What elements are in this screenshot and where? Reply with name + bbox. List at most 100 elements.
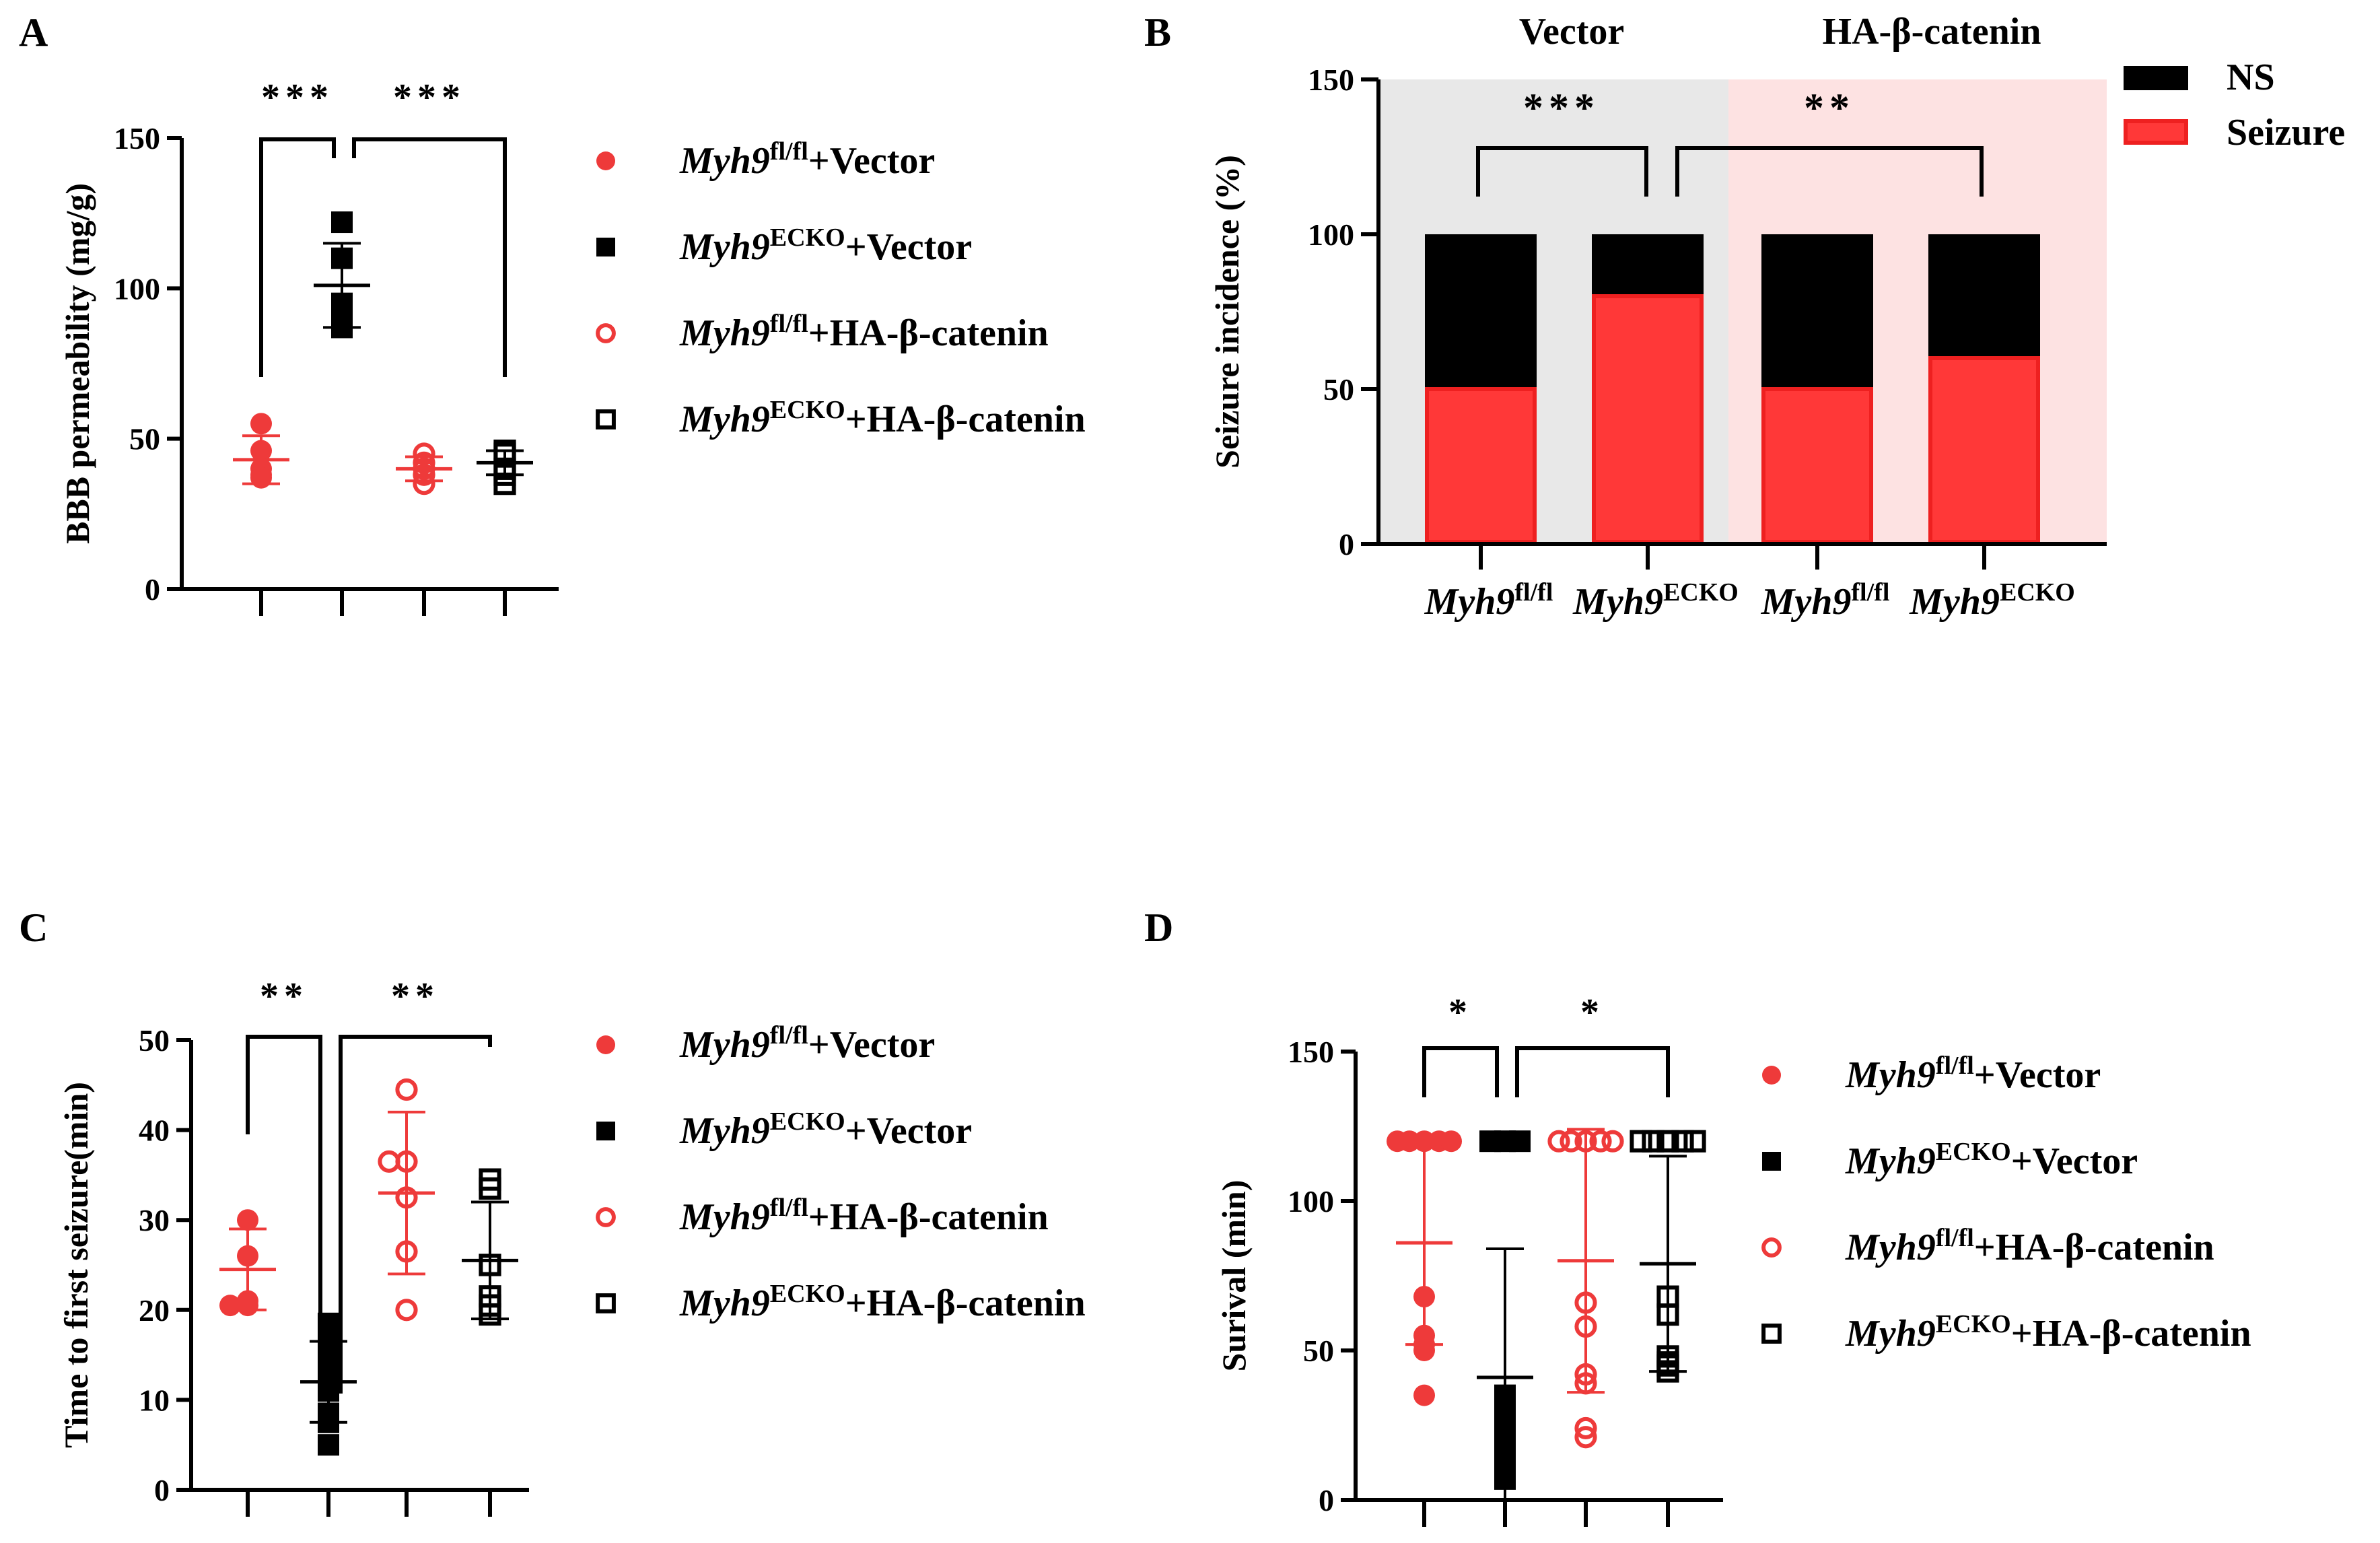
legend-label: Myh9fl/fl+HA-β-catenin	[679, 1194, 1049, 1238]
section-label-vector: Vector	[1519, 11, 1625, 53]
legend-label: Myh9fl/fl+HA-β-catenin	[679, 310, 1049, 354]
legend-marker	[596, 151, 615, 170]
data-point	[413, 473, 435, 495]
gene-name: Myh9	[679, 1024, 770, 1066]
genotype-superscript: ECKO	[770, 1107, 845, 1136]
genotype-superscript: fl/fl	[1851, 578, 1889, 607]
genotype-superscript: ECKO	[1663, 578, 1739, 607]
y-tick-label: 0	[1339, 527, 1354, 561]
data-point	[1656, 1130, 1679, 1153]
data-point	[1656, 1303, 1679, 1326]
data-point	[331, 247, 353, 269]
significance-bracket	[1476, 146, 1648, 197]
bar-ns	[1761, 234, 1873, 389]
treatment-label: +Vector	[1974, 1054, 2101, 1096]
legend-marker	[596, 323, 616, 343]
genotype-superscript: ECKO	[770, 396, 845, 424]
significance-label: **	[1804, 85, 1855, 130]
data-point	[1413, 1340, 1435, 1361]
y-tick-label: 150	[1288, 1035, 1334, 1069]
bar-ns	[1425, 234, 1537, 389]
data-point	[237, 1209, 258, 1231]
data-point	[1574, 1426, 1597, 1449]
y-axis-label: BBB permeability (mg/g)	[59, 183, 96, 544]
data-point	[1547, 1130, 1570, 1153]
gene-name: Myh9	[1761, 581, 1852, 623]
genotype-superscript: fl/fl	[770, 1194, 808, 1222]
data-point	[413, 442, 435, 465]
legend-label: Myh9ECKO+Vector	[679, 1107, 972, 1152]
panel-label: A	[19, 10, 48, 55]
gene-name: Myh9	[1424, 581, 1515, 623]
data-point	[1413, 1384, 1435, 1406]
data-point	[1574, 1363, 1597, 1386]
y-tick-label: 50	[1323, 372, 1354, 407]
data-point	[1574, 1291, 1597, 1314]
panel-label: C	[19, 905, 48, 950]
genotype-superscript: fl/fl	[1514, 578, 1553, 607]
gene-name: Myh9	[1845, 1227, 1936, 1268]
treatment-label: +Vector	[808, 1024, 935, 1066]
panel-a: A BBB permeability (mg/g) 0 50 100 150 *** *** M…	[19, 10, 1086, 616]
treatment-label: +Vector	[808, 140, 935, 182]
significance-bracket	[259, 137, 336, 377]
data-point	[318, 1411, 339, 1433]
gene-name: Myh9	[679, 1196, 770, 1238]
y-tick-label: 100	[114, 271, 160, 306]
data-point	[395, 1078, 418, 1101]
treatment-label: +HA-β-catenin	[1974, 1227, 2214, 1268]
gene-name: Myh9	[679, 140, 770, 182]
data-point	[1683, 1130, 1706, 1153]
data-point	[250, 413, 272, 435]
data-point	[1642, 1130, 1665, 1153]
genotype-superscript: ECKO	[2000, 578, 2075, 607]
data-point	[1440, 1130, 1462, 1153]
genotype-superscript: ECKO	[770, 1280, 845, 1308]
panel-label: B	[1144, 10, 1171, 55]
data-point	[395, 1240, 418, 1263]
data-point	[219, 1295, 241, 1317]
y-tick-label: 150	[114, 121, 160, 156]
significance-label: ***	[393, 77, 466, 118]
legend-marker	[596, 1122, 615, 1140]
y-tick-label: 40	[139, 1113, 170, 1148]
data-point	[493, 473, 516, 495]
data-point	[493, 442, 516, 465]
treatment-label: +HA-β-catenin	[808, 1196, 1049, 1238]
legend-label: Myh9ECKO+HA-β-catenin	[679, 1280, 1086, 1324]
bar-seizure	[1592, 294, 1704, 544]
data-point	[250, 440, 272, 462]
significance-bracket	[1422, 1046, 1499, 1097]
legend-label-seizure: Seizure	[2227, 112, 2345, 153]
data-point	[237, 1245, 258, 1267]
significance-bracket	[339, 1035, 492, 1394]
section-label-ha-catenin: HA-β-catenin	[1822, 11, 2041, 53]
genotype-superscript: fl/fl	[770, 137, 808, 166]
significance-label: *	[1580, 992, 1605, 1033]
legend-label: Myh9ECKO+Vector	[679, 224, 972, 268]
legend-marker	[1761, 1237, 1782, 1258]
significance-bracket	[246, 1035, 322, 1373]
data-point	[1479, 1130, 1501, 1153]
gene-name: Myh9	[679, 1282, 770, 1324]
y-tick-label: 50	[129, 422, 160, 456]
legend-label: Myh9ECKO+HA-β-catenin	[1845, 1310, 2251, 1355]
x-tick-label: Myh9fl/fl	[1424, 578, 1553, 623]
legend-marker	[1762, 1066, 1781, 1085]
significance-label: ***	[1523, 85, 1600, 130]
gene-name: Myh9	[679, 312, 770, 354]
data-point	[250, 467, 272, 489]
significance-label: *	[1448, 992, 1473, 1033]
data-point	[237, 1295, 258, 1317]
legend-label: Myh9fl/fl+Vector	[679, 1021, 935, 1066]
y-axis-label: Surival (min)	[1215, 1180, 1253, 1372]
legend-marker	[596, 1293, 616, 1313]
data-point	[395, 1299, 418, 1322]
data-point	[479, 1303, 501, 1326]
significance-label: **	[260, 975, 308, 1017]
legend-label: Myh9fl/fl+Vector	[679, 137, 935, 182]
y-tick-label: 0	[154, 1473, 170, 1507]
x-tick-label: Myh9ECKO	[1572, 578, 1739, 623]
